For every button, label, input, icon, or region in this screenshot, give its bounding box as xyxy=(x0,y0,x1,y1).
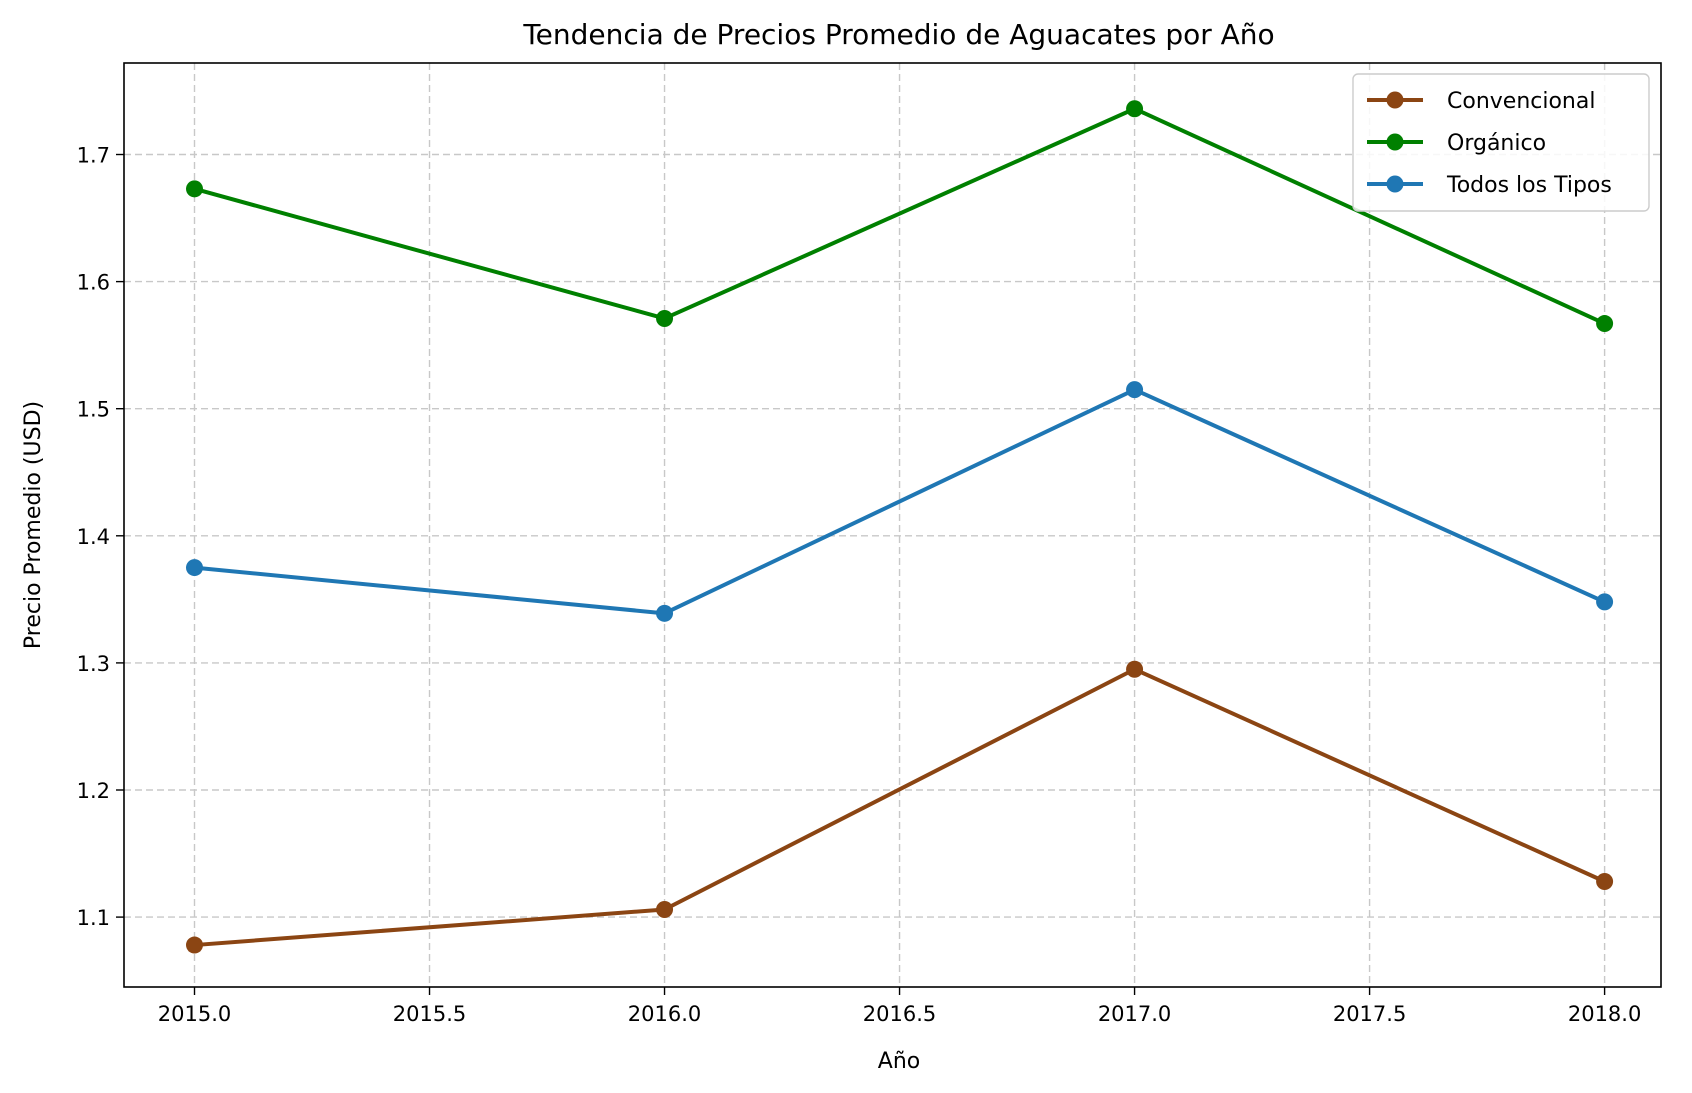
data-point-todos-los-tipos xyxy=(1596,593,1614,611)
series-layer xyxy=(186,100,1614,954)
series-todos-los-tipos xyxy=(186,381,1614,622)
axis-ticks: 2015.0 2015.5 2016.0 2016.5 2017.0 2017.5 2018… xyxy=(77,144,1642,1026)
data-point-convencional xyxy=(1126,660,1144,678)
legend-box xyxy=(1352,73,1650,212)
data-point-convencional xyxy=(1596,873,1614,891)
data-point-organico xyxy=(656,309,674,327)
legend-item: Todos los Tipos xyxy=(1367,173,1612,198)
y-tick-label: 1.1 xyxy=(77,906,110,930)
series-convencional xyxy=(186,660,1614,954)
data-point-convencional xyxy=(186,936,204,954)
x-tick-label: 2016.5 xyxy=(863,1002,936,1026)
y-axis-label: Precio Promedio (USD) xyxy=(21,401,46,649)
y-tick-label: 1.6 xyxy=(77,271,110,295)
legend-label: Todos los Tipos xyxy=(1446,173,1612,198)
data-point-convencional xyxy=(656,900,674,918)
x-tick-label: 2017.5 xyxy=(1333,1002,1406,1026)
legend-marker xyxy=(1386,91,1404,109)
legend-marker xyxy=(1386,175,1404,193)
y-tick-label: 1.2 xyxy=(77,779,110,803)
series-organico xyxy=(186,100,1614,333)
chart-title: Tendencia de Precios Promedio de Aguacat… xyxy=(522,18,1274,51)
data-point-organico xyxy=(186,180,204,198)
series-line-organico xyxy=(193,106,1606,326)
y-tick-label: 1.4 xyxy=(77,525,110,549)
plot-frame xyxy=(123,62,1662,988)
data-point-organico xyxy=(1126,100,1144,118)
legend-item: Convencional xyxy=(1367,89,1595,114)
y-tick-label: 1.3 xyxy=(77,652,110,676)
legend: Convencional Orgánico Todos los Tipos xyxy=(1352,73,1650,212)
data-point-todos-los-tipos xyxy=(1126,381,1144,399)
x-tick-label: 2015.0 xyxy=(158,1002,231,1026)
x-tick-label: 2016.0 xyxy=(628,1002,701,1026)
legend-label: Convencional xyxy=(1447,89,1595,114)
legend-item: Orgánico xyxy=(1367,131,1546,156)
legend-label: Orgánico xyxy=(1447,131,1546,156)
x-tick-label: 2015.5 xyxy=(393,1002,466,1026)
data-point-todos-los-tipos xyxy=(656,604,674,622)
x-tick-label: 2017.0 xyxy=(1098,1002,1171,1026)
series-line-todos-los-tipos xyxy=(194,387,1606,616)
x-tick-label: 2018.0 xyxy=(1568,1002,1641,1026)
legend-marker xyxy=(1386,133,1404,151)
y-tick-label: 1.7 xyxy=(77,144,110,168)
y-tick-label: 1.5 xyxy=(77,398,110,422)
series-line-convencional xyxy=(194,667,1606,948)
data-point-organico xyxy=(1596,315,1614,333)
x-axis-label: Año xyxy=(878,1049,920,1074)
data-point-todos-los-tipos xyxy=(186,559,204,577)
